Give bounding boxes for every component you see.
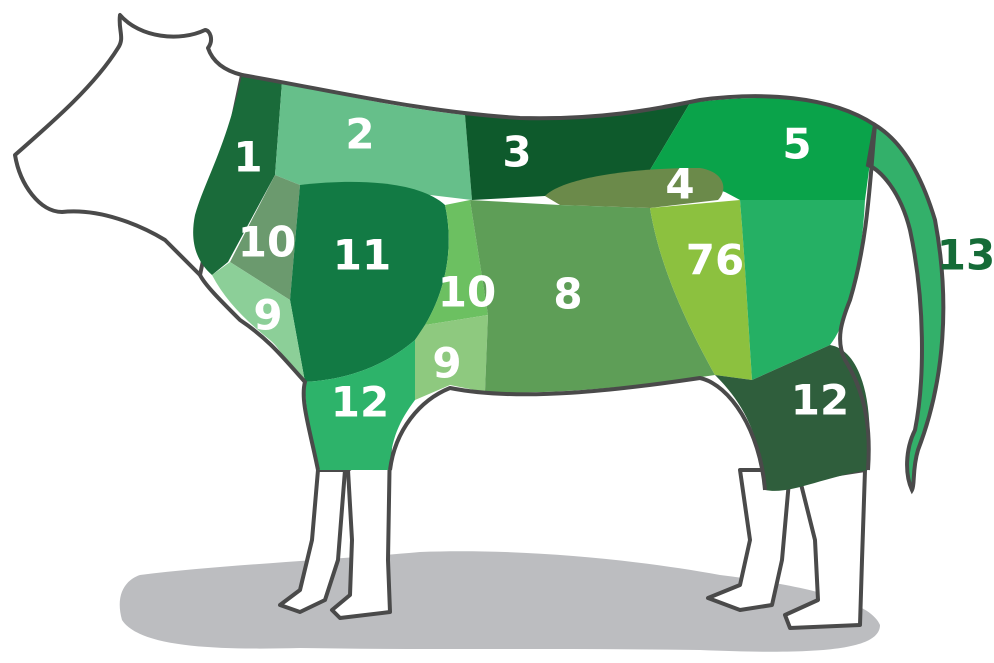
cut-label: 76 <box>686 236 744 285</box>
cut-label: 11 <box>333 231 391 280</box>
cut-label: 12 <box>791 376 849 425</box>
cut-label: 5 <box>782 120 811 169</box>
cut-label: 9 <box>432 339 461 388</box>
cut-label: 10 <box>238 218 296 267</box>
cut-label: 12 <box>331 378 389 427</box>
cut-label: 8 <box>553 270 582 319</box>
cut-label: 1 <box>233 133 262 182</box>
cow-diagram: 1 2 3 4 5 10 11 10 8 76 13 9 9 12 12 <box>0 0 994 663</box>
cut-label: 2 <box>345 110 374 159</box>
cut-label: 10 <box>438 268 496 317</box>
cut-label: 4 <box>665 160 694 209</box>
cut-label: 13 <box>937 231 994 280</box>
cut-label: 9 <box>253 291 282 340</box>
cut-label: 3 <box>502 128 531 177</box>
